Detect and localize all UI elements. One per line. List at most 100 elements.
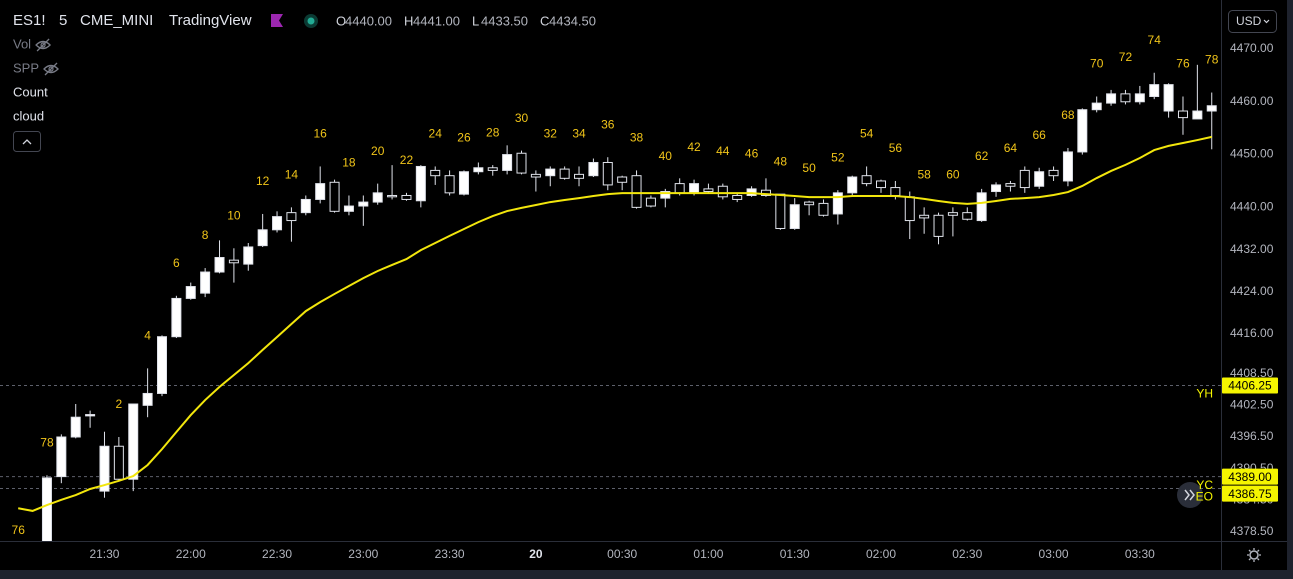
hidden-eye-icon xyxy=(43,62,59,76)
candle-body xyxy=(56,436,67,478)
candle-body xyxy=(1192,110,1203,120)
hidden-eye-pupil xyxy=(40,42,46,48)
count-label: 44 xyxy=(716,144,730,158)
candle-body xyxy=(1077,109,1088,153)
candle-body xyxy=(128,403,139,480)
candle-body xyxy=(717,185,728,198)
ohlc-value: 4440.00 xyxy=(345,13,392,28)
candle-body xyxy=(919,214,930,219)
ohlc-value: 4434.50 xyxy=(549,13,596,28)
indicator-label[interactable]: Count xyxy=(13,84,48,99)
count-label: 24 xyxy=(429,127,443,141)
currency-button[interactable] xyxy=(1228,10,1277,33)
price-tag xyxy=(1222,377,1278,394)
candle-body xyxy=(847,176,858,194)
count-label: 60 xyxy=(946,168,960,182)
count-label: 72 xyxy=(1119,50,1133,64)
count-label: 18 xyxy=(342,156,356,170)
candle-body xyxy=(631,175,642,208)
candle-body xyxy=(272,216,283,231)
candle-body xyxy=(1106,93,1117,104)
candle-body xyxy=(933,214,944,237)
market-status-dot xyxy=(307,17,315,25)
candle-body xyxy=(286,212,297,222)
candle-body xyxy=(329,181,340,212)
count-label: 62 xyxy=(975,149,989,163)
settings-icon[interactable] xyxy=(1249,550,1259,560)
price-line-name: YC xyxy=(1196,478,1213,492)
count-label: 48 xyxy=(774,154,788,168)
count-label: 74 xyxy=(1148,33,1162,47)
candle-body xyxy=(1149,84,1160,98)
count-label: 58 xyxy=(917,168,931,182)
candle-body xyxy=(171,297,182,338)
candle-body xyxy=(832,192,843,215)
candle-body xyxy=(1019,169,1030,189)
indicator-label[interactable]: Vol xyxy=(13,36,31,51)
candle-body xyxy=(1034,171,1045,187)
candle-body xyxy=(703,188,714,193)
collapse-button[interactable] xyxy=(13,131,41,152)
count-label: 42 xyxy=(687,140,701,154)
indicator-label[interactable]: SPP xyxy=(13,60,39,75)
y-tick-label: 4416.00 xyxy=(1230,326,1274,340)
count-label: 46 xyxy=(745,146,759,160)
candle-body xyxy=(228,259,239,264)
x-tick-label: 02:30 xyxy=(952,547,982,561)
candle-body xyxy=(300,198,311,214)
candle-body xyxy=(947,212,958,216)
flag-icon[interactable] xyxy=(271,14,283,27)
count-label: 6 xyxy=(173,256,180,270)
ohlc-key: O xyxy=(336,13,346,28)
candle-body xyxy=(804,201,815,206)
y-tick-label: 4402.50 xyxy=(1230,397,1274,411)
count-label: 20 xyxy=(371,144,385,158)
indicator-list: Vol SPP Count cloud xyxy=(13,36,59,123)
candle-body xyxy=(861,175,872,185)
candle-body xyxy=(991,184,1002,193)
candle-body xyxy=(962,212,973,220)
x-tick-label: 20 xyxy=(529,547,543,561)
y-tick-label: 4424.00 xyxy=(1230,284,1274,298)
candle-body xyxy=(1120,93,1131,103)
candle-body xyxy=(818,202,829,216)
x-tick-label: 03:30 xyxy=(1125,547,1155,561)
x-tick-label: 22:00 xyxy=(176,547,206,561)
candle-body xyxy=(890,187,901,196)
candle-body xyxy=(70,416,81,438)
ohlc-value: 4433.50 xyxy=(481,13,528,28)
count-label: 70 xyxy=(1090,57,1104,71)
candle-body xyxy=(1062,151,1073,182)
count-label: 30 xyxy=(515,111,529,125)
scroll-icon xyxy=(1184,489,1195,501)
count-label: 2 xyxy=(116,397,123,411)
count-label: 40 xyxy=(659,149,673,163)
candle-body xyxy=(387,194,398,198)
ohlc-key: H xyxy=(404,13,413,28)
candle-body xyxy=(372,192,383,203)
candle-body xyxy=(99,445,110,492)
hidden-eye-icon xyxy=(35,38,51,52)
candle-body xyxy=(660,191,671,199)
x-tick-label: 01:30 xyxy=(780,547,810,561)
count-label: 16 xyxy=(314,127,328,141)
moving-average-line xyxy=(18,135,1212,512)
indicator-label[interactable]: cloud xyxy=(13,108,44,123)
candle-body xyxy=(775,193,786,229)
x-tick-label: 01:00 xyxy=(693,547,723,561)
count-label: 32 xyxy=(544,127,558,141)
count-label: 68 xyxy=(1061,108,1075,122)
collapse-chevron xyxy=(22,139,32,145)
candle-body xyxy=(904,196,915,222)
scroll-to-realtime[interactable] xyxy=(1177,482,1203,508)
symbol[interactable]: ES1! xyxy=(13,12,46,29)
count-label: 8 xyxy=(202,228,209,242)
y-tick-label: 4450.00 xyxy=(1230,147,1274,161)
price-tag-label: 4389.00 xyxy=(1228,470,1272,484)
candle-body xyxy=(689,183,700,194)
right-strip xyxy=(1287,0,1293,579)
